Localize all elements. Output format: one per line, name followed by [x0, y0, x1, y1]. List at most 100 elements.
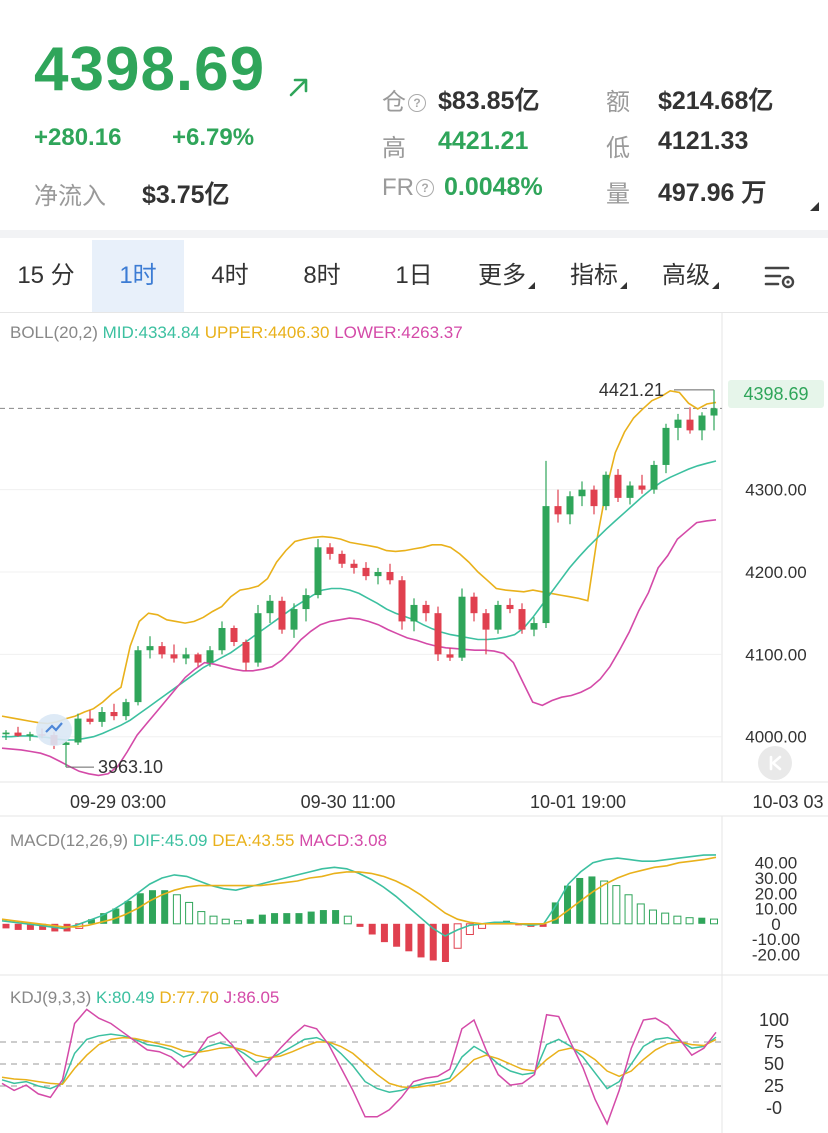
candle-body[interactable] — [134, 650, 142, 703]
candle-body[interactable] — [338, 553, 346, 564]
kdj-j-line — [1, 1008, 717, 1126]
candle-body[interactable] — [218, 628, 226, 651]
high-label: 高 — [382, 135, 406, 162]
candle-body[interactable] — [302, 595, 310, 610]
macd-legend[interactable]: MACD(12,26,9) DIF:45.09 DEA:43.55 MACD:3… — [10, 831, 387, 851]
candle-body[interactable] — [182, 654, 190, 659]
candle-body[interactable] — [614, 474, 622, 498]
macd-histogram-bar — [393, 923, 401, 947]
candle-body[interactable] — [386, 572, 394, 581]
candle-body[interactable] — [434, 613, 442, 655]
candle-body[interactable] — [638, 485, 646, 490]
macd-histogram-bar — [271, 913, 279, 924]
kdj-legend[interactable]: KDJ(9,3,3) K:80.49 D:77.70 J:86.05 — [10, 988, 279, 1008]
up-right-arrow-icon — [289, 78, 308, 97]
candle-body[interactable] — [590, 489, 598, 507]
open-interest-label[interactable]: 仓? — [382, 82, 426, 117]
tab-15m[interactable]: 15 分 — [17, 262, 75, 289]
candle-body[interactable] — [650, 464, 658, 490]
candle-body[interactable] — [98, 712, 106, 722]
candle-body[interactable] — [2, 732, 10, 735]
candle-body[interactable] — [398, 580, 406, 622]
tab-8h[interactable]: 8时 — [303, 262, 341, 289]
candle-body[interactable] — [458, 596, 466, 658]
candle-body[interactable] — [290, 609, 298, 630]
high-value: 4421.21 — [438, 127, 529, 155]
macd-histogram-bar — [673, 915, 682, 925]
high-annotation: 4421.21 — [599, 380, 664, 400]
candle-body[interactable] — [410, 604, 418, 622]
candle-body[interactable] — [506, 604, 514, 610]
candle-body[interactable] — [14, 732, 22, 736]
candle-body[interactable] — [206, 650, 214, 663]
macd-value: MACD:3.08 — [299, 831, 388, 850]
candle-body[interactable] — [146, 646, 154, 651]
macd-histogram-bar — [26, 923, 34, 930]
candle-body[interactable] — [74, 718, 82, 743]
section-divider — [0, 230, 828, 238]
candle-body[interactable] — [362, 567, 370, 577]
net-inflow-label: 净流入 — [34, 183, 106, 210]
expand-triangle-icon[interactable] — [810, 202, 819, 211]
candle-body[interactable] — [710, 408, 718, 416]
candle-body[interactable] — [422, 604, 430, 614]
candle-body[interactable] — [494, 604, 502, 630]
candle-body[interactable] — [698, 415, 706, 431]
candle-body[interactable] — [626, 485, 634, 498]
tab-1h[interactable]: 1时 — [92, 240, 184, 312]
candle-body[interactable] — [242, 642, 250, 663]
macd-histogram-bar — [453, 923, 462, 949]
tab-indicators[interactable]: 指标 — [570, 262, 618, 289]
scroll-to-latest-button[interactable] — [758, 746, 792, 780]
candle-body[interactable] — [122, 702, 130, 717]
skip-to-end-icon — [769, 755, 782, 771]
candle-body[interactable] — [674, 419, 682, 428]
macd-histogram-bar — [465, 923, 474, 935]
tab-1d[interactable]: 1日 — [395, 262, 433, 289]
x-tick-label: 09-29 03:00 — [70, 792, 166, 812]
candle-body[interactable] — [662, 427, 670, 465]
candle-body[interactable] — [110, 712, 118, 717]
candle-body[interactable] — [518, 609, 526, 630]
candle-body[interactable] — [602, 474, 610, 507]
candle-body[interactable] — [266, 600, 274, 614]
macd-histogram-bar — [112, 908, 120, 924]
candle-body[interactable] — [374, 572, 382, 577]
candle-body[interactable] — [314, 547, 322, 596]
help-icon[interactable]: ? — [416, 179, 434, 197]
candle-body[interactable] — [326, 547, 334, 554]
boll-legend[interactable]: BOLL(20,2) MID:4334.84 UPPER:4406.30 LOW… — [10, 323, 463, 343]
candle-body[interactable] — [86, 718, 94, 722]
macd-histogram-bar — [539, 923, 547, 927]
candle-body[interactable] — [350, 563, 358, 568]
candle-body[interactable] — [578, 489, 586, 497]
macd-histogram-bar — [87, 919, 95, 924]
candle-body[interactable] — [470, 596, 478, 614]
price-change: +280.16 — [34, 124, 122, 151]
chart-settings-icon[interactable] — [764, 264, 798, 290]
macd-histogram-bar — [258, 914, 266, 924]
candle-body[interactable] — [566, 496, 574, 515]
candle-body[interactable] — [254, 613, 262, 663]
net-inflow-value: $3.75亿 — [142, 181, 230, 209]
candle-body[interactable] — [554, 506, 562, 515]
candle-body[interactable] — [158, 646, 166, 655]
candle-body[interactable] — [530, 623, 538, 630]
kline-chart[interactable]: 4000.00 4100.00 4200.00 4300.00 4421.21 3963… — [0, 312, 828, 1133]
candle-body[interactable] — [278, 600, 286, 630]
candle-body[interactable] — [230, 628, 238, 642]
tab-more[interactable]: 更多 — [478, 262, 526, 289]
candle-body[interactable] — [26, 734, 34, 736]
candle-body[interactable] — [62, 742, 70, 745]
help-icon[interactable]: ? — [408, 94, 426, 112]
macd-dif-line — [1, 854, 717, 937]
candle-body[interactable] — [170, 654, 178, 659]
tab-advanced[interactable]: 高级 — [662, 262, 710, 289]
candle-body[interactable] — [194, 654, 202, 663]
candle-body[interactable] — [686, 419, 694, 431]
tab-4h[interactable]: 4时 — [211, 262, 249, 289]
candle-body[interactable] — [446, 654, 454, 658]
candle-body[interactable] — [482, 613, 490, 630]
funding-rate-label[interactable]: FR? — [382, 174, 434, 202]
candle-body[interactable] — [542, 506, 550, 624]
